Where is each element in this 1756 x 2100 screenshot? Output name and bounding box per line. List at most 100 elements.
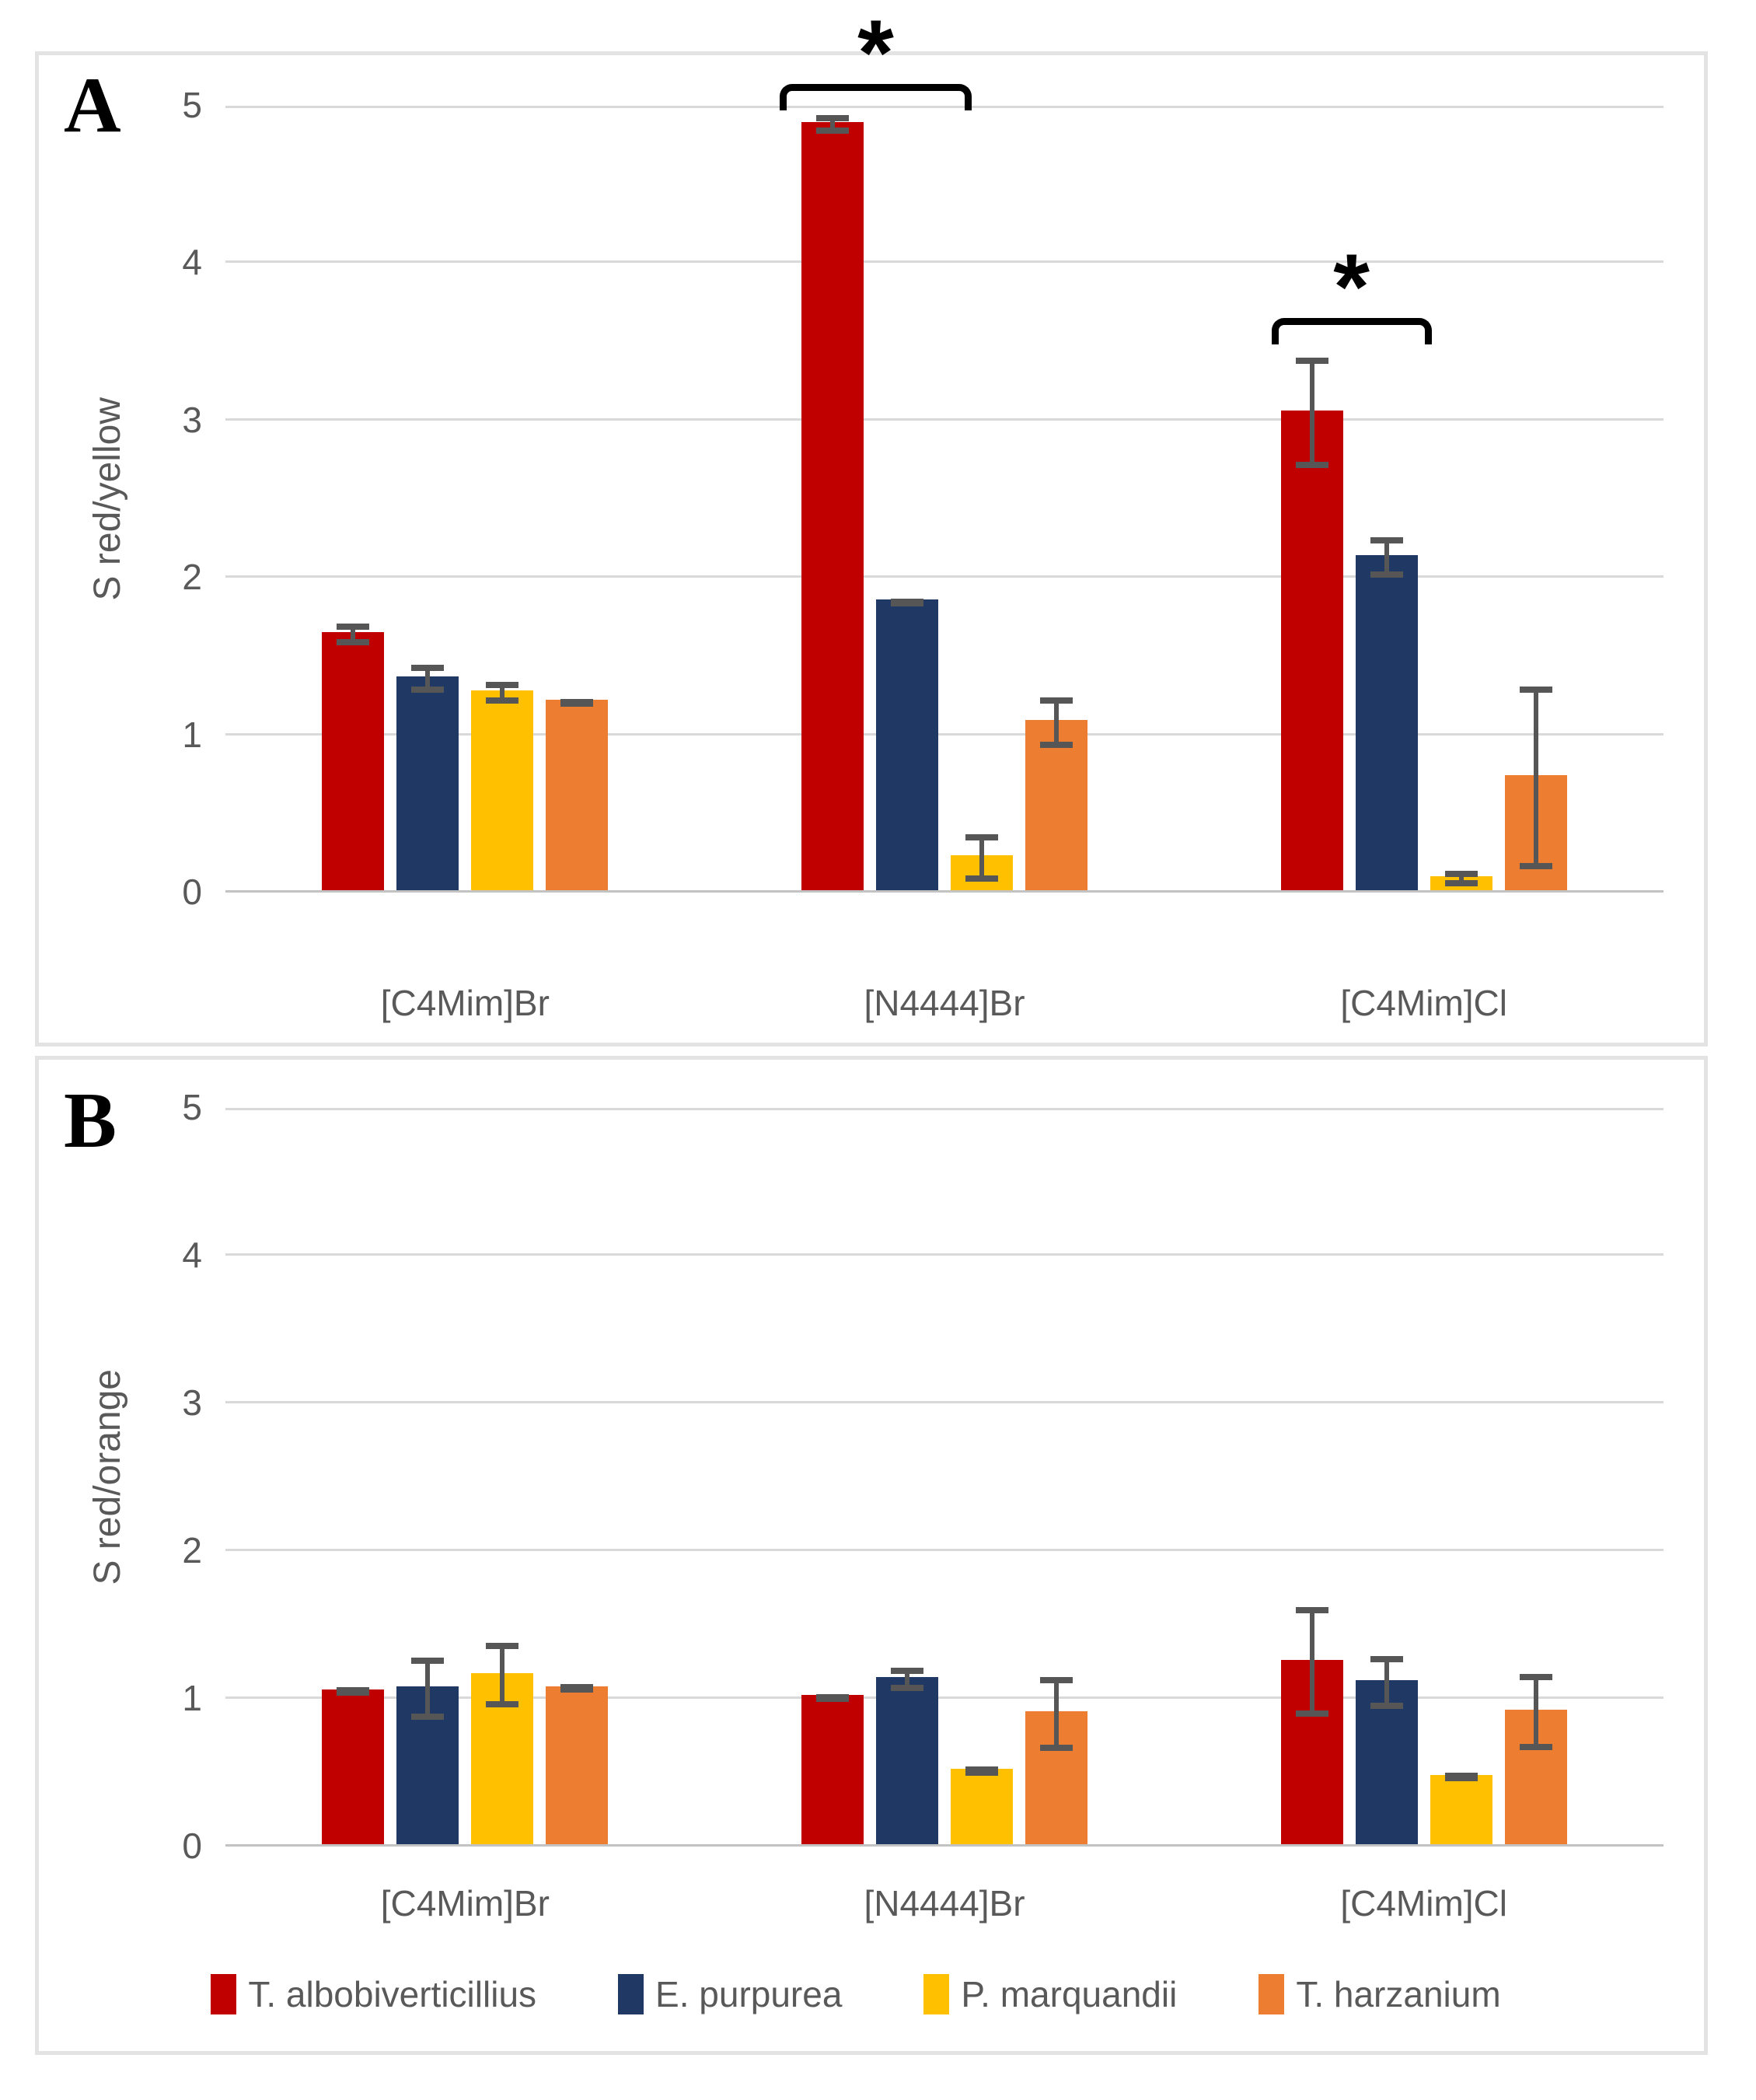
- error-bar-cap-bottom: [1444, 1775, 1478, 1782]
- x-category-label-2: [C4Mim]Cl: [1340, 1883, 1507, 1924]
- error-bar-cap-top: [1444, 870, 1478, 877]
- error-bar: [965, 1766, 998, 1776]
- legend-label-3: T. harzanium: [1296, 1974, 1501, 2014]
- bar-p-marquandii-2: [1430, 1774, 1492, 1844]
- error-bar: [1519, 686, 1552, 869]
- error-bar-cap-bottom: [1370, 1703, 1403, 1710]
- error-bar-cap-bottom: [411, 1713, 445, 1720]
- legend-swatch-3: [1259, 1974, 1285, 2014]
- legend-item-0: T. albobiverticillius: [211, 1973, 536, 2015]
- error-bar-cap-bottom: [965, 1769, 998, 1776]
- bar-t-albobiverticillius-0: [322, 1689, 385, 1844]
- x-category-label-2: [C4Mim]Cl: [1340, 983, 1507, 1023]
- error-bar: [891, 1668, 923, 1692]
- error-bar-cap-bottom: [891, 1685, 923, 1692]
- panel-letter-b: B: [64, 1077, 117, 1165]
- significance-bracket-1: [1271, 318, 1432, 345]
- error-bar: [965, 834, 998, 882]
- gridline-3: [225, 1401, 1663, 1403]
- legend-swatch-1: [618, 1974, 644, 2014]
- error-bar-cap-bottom: [486, 697, 519, 704]
- error-bar-cap-top: [337, 623, 370, 630]
- gridline-5: [225, 106, 1663, 108]
- bar-t-albobiverticillius-0: [322, 632, 385, 890]
- error-bar-cap-top: [1519, 686, 1552, 693]
- error-bar-cap-bottom: [1040, 1744, 1073, 1751]
- error-bar-cap-bottom: [816, 1696, 849, 1703]
- bar-t-harzanium-1: [1025, 720, 1087, 890]
- error-bar: [1370, 1655, 1403, 1710]
- error-bar-cap-top: [891, 1668, 923, 1675]
- error-bar-line: [1054, 1678, 1059, 1749]
- y-axis-title-text-a: S red/yellow: [86, 397, 128, 601]
- chart-plot-b: 0 1 2 3 4 5: [182, 1089, 1663, 1864]
- error-bar-cap-bottom: [560, 701, 594, 708]
- error-bar-cap-bottom: [1519, 862, 1552, 869]
- error-bar: [816, 115, 849, 135]
- error-bar: [560, 699, 594, 708]
- error-bar-cap-top: [1040, 1676, 1073, 1683]
- significance-asterisk-0: *: [857, 0, 894, 105]
- error-bar: [1040, 1676, 1073, 1751]
- error-bar-line: [500, 1644, 505, 1707]
- error-bar: [560, 1684, 594, 1693]
- y-tick-label-4: 4: [182, 1235, 202, 1275]
- legend-label-0: T. albobiverticillius: [248, 1974, 537, 2014]
- error-bar-line: [979, 836, 984, 880]
- y-axis-title-text-b: S red/orange: [86, 1369, 128, 1585]
- error-bar-cap-bottom: [1295, 1710, 1328, 1717]
- bar-t-albobiverticillius-2: [1280, 410, 1343, 890]
- error-bar-cap-bottom: [1040, 741, 1073, 748]
- error-bar: [411, 664, 445, 693]
- error-bar-cap-bottom: [560, 1686, 594, 1693]
- legend-swatch-0: [211, 1974, 237, 2014]
- error-bar-line: [1533, 687, 1538, 868]
- significance-bracket-0: [780, 83, 972, 110]
- error-bar-cap-bottom: [1444, 879, 1478, 886]
- legend-label-1: E. purpurea: [655, 1974, 843, 2014]
- error-bar-line: [1458, 872, 1464, 885]
- y-tick-label-3: 3: [182, 1382, 202, 1423]
- error-bar-cap-top: [1040, 697, 1073, 704]
- error-bar-line: [1533, 1675, 1538, 1749]
- error-bar-line: [1384, 538, 1389, 577]
- error-bar: [1040, 697, 1073, 748]
- error-bar-cap-top: [1519, 1673, 1552, 1680]
- figure: A S red/yellow 0 1 2 3 4 5 * * [C4Mim]Br [N4444]…: [35, 6, 1708, 2055]
- chart-plot-a: 0 1 2 3 4 5 * *: [182, 6, 1663, 910]
- error-bar-line: [1309, 358, 1314, 466]
- error-bar-cap-top: [1295, 1607, 1328, 1614]
- x-category-label-0: [C4Mim]Br: [380, 1883, 550, 1924]
- bar-t-albobiverticillius-1: [801, 1695, 864, 1844]
- error-bar-cap-bottom: [486, 1701, 519, 1708]
- panel-letter-a: A: [64, 61, 121, 149]
- bar-t-harzanium-0: [546, 1686, 609, 1844]
- x-category-label-1: [N4444]Br: [864, 983, 1025, 1023]
- error-bar: [891, 598, 923, 606]
- error-bar: [816, 1694, 849, 1703]
- error-bar: [1444, 870, 1478, 886]
- error-bar: [1295, 357, 1328, 468]
- error-bar-line: [351, 624, 356, 645]
- y-tick-label-1: 1: [182, 1678, 202, 1718]
- y-tick-label-0: 0: [182, 872, 202, 912]
- y-tick-label-3: 3: [182, 399, 202, 440]
- y-tick-label-4: 4: [182, 242, 202, 283]
- error-bar: [337, 1686, 370, 1696]
- error-bar-cap-bottom: [1370, 571, 1403, 578]
- error-bar-cap-bottom: [337, 639, 370, 646]
- error-bar-line: [830, 117, 835, 133]
- gridline-2: [225, 1549, 1663, 1551]
- error-bar-line: [1054, 699, 1059, 746]
- gridline-3: [225, 418, 1663, 421]
- bar-e-purpurea-1: [876, 1677, 938, 1844]
- error-bar: [1519, 1673, 1552, 1751]
- y-tick-label-5: 5: [182, 85, 202, 125]
- panel-a: A S red/yellow 0 1 2 3 4 5 * * [C4Mim]Br [N4444]…: [35, 6, 1708, 1047]
- bar-e-purpurea-2: [1355, 554, 1418, 890]
- error-bar-line: [425, 666, 431, 691]
- gridline-4: [225, 1253, 1663, 1256]
- bar-e-purpurea-0: [396, 676, 459, 890]
- error-bar-cap-top: [411, 664, 445, 671]
- bar-t-harzanium-0: [546, 700, 609, 890]
